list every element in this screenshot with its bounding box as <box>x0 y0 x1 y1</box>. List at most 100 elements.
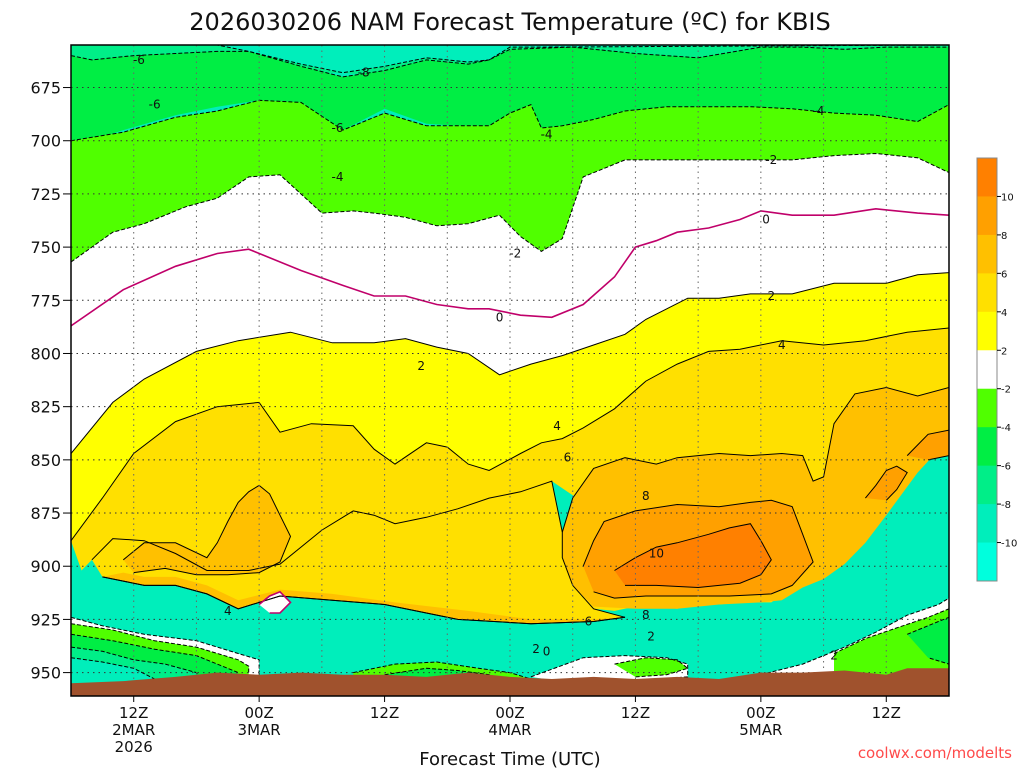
contour-label: -4 <box>541 127 553 141</box>
contour-label: 6 <box>585 615 593 629</box>
isotherm-4 <box>71 207 949 327</box>
x-tick-label: 12Z <box>621 704 650 722</box>
isotherm-8 <box>102 576 626 625</box>
temperature-band-7 <box>91 481 625 624</box>
colorbar-bin <box>977 504 997 544</box>
contour-label: -4 <box>812 104 824 118</box>
x-tick-label: 00Z <box>495 704 524 722</box>
y-tick-label: 850 <box>30 451 61 470</box>
chart-title: 2026030206 NAM Forecast Temperature (ºC)… <box>189 8 830 36</box>
colorbar-bin <box>977 273 997 313</box>
y-tick-label: 700 <box>30 132 61 151</box>
contour-label: 4 <box>224 604 232 618</box>
colorbar-bin <box>977 350 997 390</box>
temperature-band-3 <box>71 153 949 326</box>
isotherm-27 <box>907 616 949 665</box>
y-tick-label: 950 <box>30 664 61 683</box>
contour-label: 2 <box>647 629 655 643</box>
x-axis-label: Forecast Time (UTC) <box>419 749 600 768</box>
isotherm-15 <box>258 590 292 614</box>
temperature-band-2 <box>71 100 949 262</box>
colorbar-label: 8 <box>1001 231 1007 242</box>
contour-label: 8 <box>642 608 650 622</box>
temperature-band-1 <box>71 47 949 148</box>
isotherm-5 <box>71 272 949 454</box>
colorbar-frame <box>976 157 998 582</box>
x-tick-label: 00Z <box>746 704 775 722</box>
contour-label: -4 <box>332 170 344 184</box>
y-tick-label: 875 <box>30 504 61 523</box>
temperature-fills <box>71 45 949 696</box>
x-tick-label: 5MAR <box>739 721 782 739</box>
colorbar-label: -10 <box>1001 539 1017 550</box>
x-tick-label: 2026 <box>115 738 153 756</box>
colorbar-label: -8 <box>1001 500 1011 511</box>
temperature-band-9 <box>123 485 291 575</box>
x-tick-label: 12Z <box>872 704 901 722</box>
isotherm-0 <box>71 45 949 74</box>
contour-label: 2 <box>830 649 838 663</box>
isotherm-6 <box>71 327 949 541</box>
colorbar-label: 10 <box>1001 192 1014 203</box>
temperature-band-5 <box>71 272 949 541</box>
contour-label: 2 <box>417 359 425 373</box>
x-tick-label: 4MAR <box>488 721 531 739</box>
contour-label: 2 <box>532 642 540 656</box>
temperature-band-15 <box>259 591 291 613</box>
colorbar-bin <box>977 196 997 236</box>
x-tick-label: 12Z <box>370 704 399 722</box>
contour-label: -6 <box>332 121 344 135</box>
contour-label: -8 <box>358 66 370 80</box>
colorbar-label: 4 <box>1001 308 1007 319</box>
colorbar-label: -6 <box>1001 462 1011 473</box>
colorbar-bin <box>977 388 997 428</box>
colorbar: 10 8 6 4 2 -2 -4 -6 -8 -10 <box>976 157 1017 582</box>
y-tick-label: 800 <box>30 344 61 363</box>
y-tick-label: 750 <box>30 238 61 257</box>
grid-lines <box>71 45 949 696</box>
isotherm-3 <box>71 152 949 263</box>
y-tick-label: 725 <box>30 185 61 204</box>
colorbar-bin <box>977 427 997 467</box>
isotherm-24 <box>614 657 689 678</box>
y-tick-label: 900 <box>30 557 61 576</box>
contour-label: 4 <box>553 419 561 433</box>
isotherm-12 <box>614 523 772 589</box>
x-tick-label: 12Z <box>119 704 148 722</box>
contour-label: 0 <box>543 644 551 658</box>
isotherm-25 <box>760 597 949 696</box>
credit-link[interactable]: coolwx.com/modelts <box>858 744 1012 762</box>
contour-label: 0 <box>762 212 770 226</box>
isotherm-9 <box>122 484 292 576</box>
x-tick-label: 3MAR <box>238 721 281 739</box>
colorbar-label: 6 <box>1001 269 1007 280</box>
isotherm-20 <box>71 657 166 696</box>
colorbar-bin <box>977 542 997 582</box>
isotherm-14 <box>906 429 949 461</box>
contour-label: 4 <box>778 338 786 352</box>
colorbar-bin <box>977 158 997 197</box>
temperature-band-27 <box>907 617 949 665</box>
colorbar-label: -2 <box>1001 385 1011 396</box>
y-tick-label: 925 <box>30 610 61 629</box>
contour-label: -2 <box>509 246 521 260</box>
contour-label: -2 <box>765 153 777 167</box>
temperature-band-14 <box>907 430 949 460</box>
isotherm-17 <box>71 623 250 696</box>
contour-label: 6 <box>564 451 572 465</box>
contour-label: 2 <box>767 289 775 303</box>
contour-label: 10 <box>649 546 664 560</box>
isotherm-13 <box>865 465 908 501</box>
y-axis: 675 700 725 750 775 800 825 850 875 900 925 950 <box>30 79 71 683</box>
contour-label: 8 <box>642 489 650 503</box>
temperature-band-13 <box>865 466 908 501</box>
contour-label: -6 <box>133 53 145 67</box>
surface-terrain <box>71 668 949 696</box>
temperature-band-8 <box>102 572 625 624</box>
colorbar-bin <box>977 465 997 505</box>
temperature-band-12 <box>614 523 772 588</box>
ground-surface <box>71 668 949 696</box>
